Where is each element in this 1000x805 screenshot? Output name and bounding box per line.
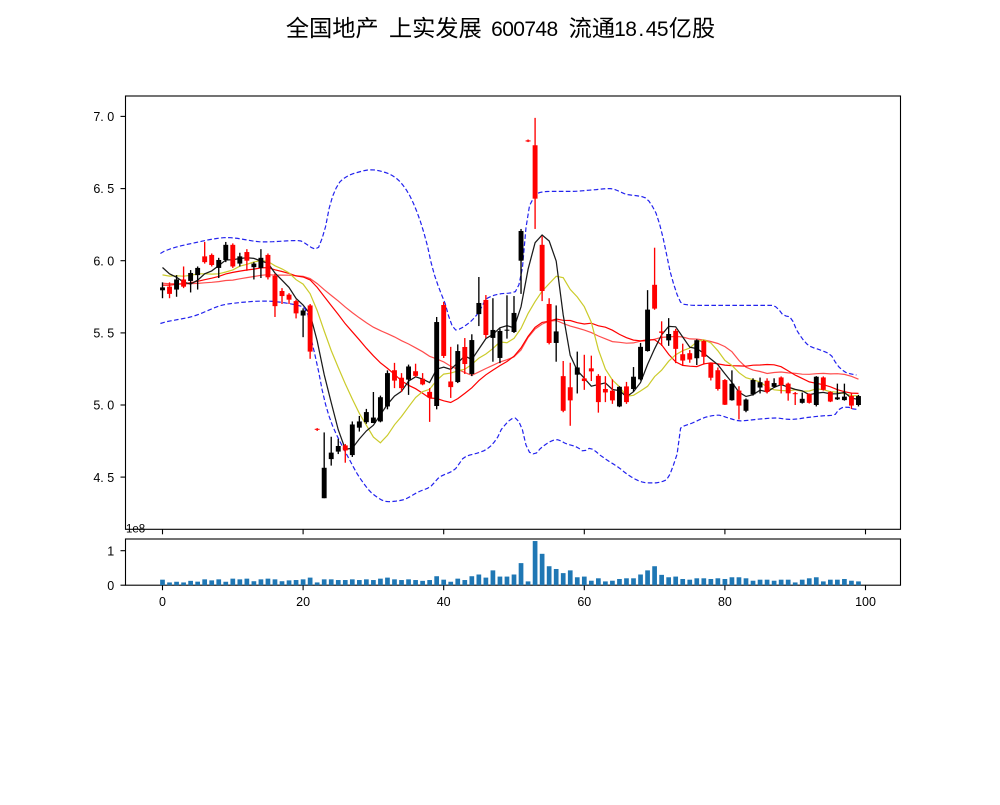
svg-text:0: 0 (107, 579, 114, 593)
svg-text:40: 40 (437, 595, 451, 609)
svg-text:8: 8 (625, 18, 637, 41)
svg-text:6. 5: 6. 5 (93, 182, 114, 196)
svg-text:1: 1 (107, 544, 114, 558)
svg-text:4: 4 (535, 18, 547, 41)
svg-text:0: 0 (159, 595, 166, 609)
svg-text:7. 0: 7. 0 (93, 110, 114, 124)
svg-text:5. 5: 5. 5 (93, 327, 114, 341)
svg-text:100: 100 (855, 595, 876, 609)
svg-text:4. 5: 4. 5 (93, 471, 114, 485)
svg-text:1: 1 (614, 18, 626, 41)
svg-text:20: 20 (296, 595, 310, 609)
svg-text:5. 0: 5. 0 (93, 399, 114, 413)
svg-text:4: 4 (646, 18, 658, 41)
svg-text:60: 60 (577, 595, 591, 609)
svg-text:.: . (638, 18, 644, 41)
svg-text:0: 0 (502, 18, 514, 41)
svg-text:7: 7 (524, 18, 536, 41)
svg-text:5: 5 (657, 18, 669, 41)
svg-text:0: 0 (513, 18, 525, 41)
svg-text:6. 0: 6. 0 (93, 254, 114, 268)
svg-text:8: 8 (546, 18, 558, 41)
svg-text:6: 6 (491, 18, 503, 41)
svg-text:1e8: 1e8 (126, 524, 145, 536)
svg-text:80: 80 (718, 595, 732, 609)
